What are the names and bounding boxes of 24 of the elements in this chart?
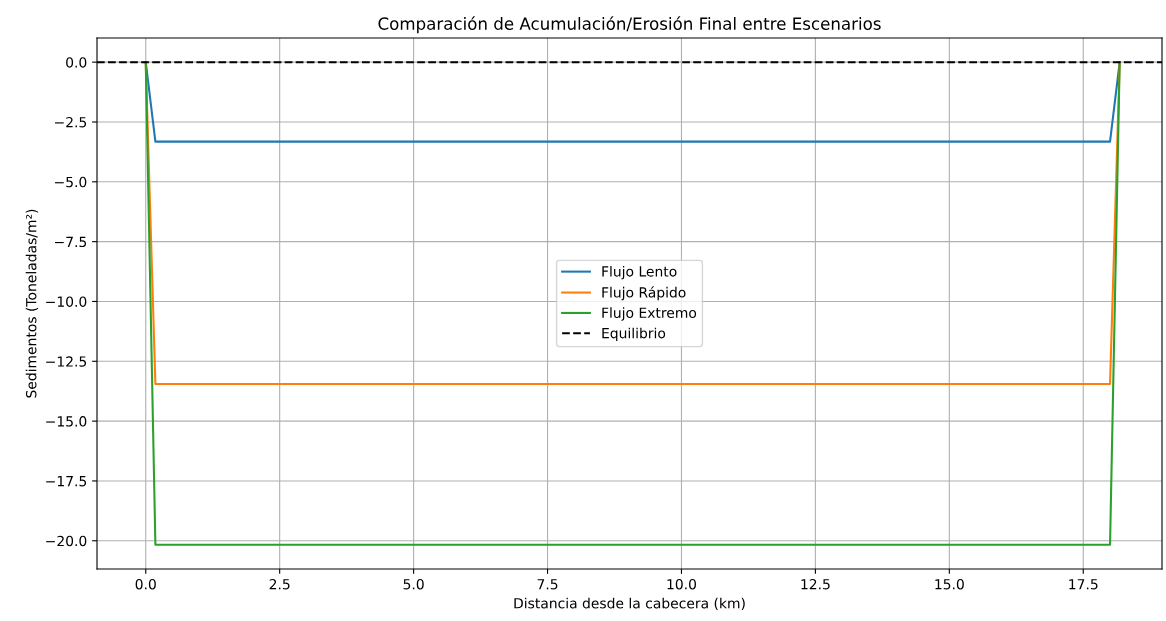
y-tick-label: −20.0 xyxy=(46,535,87,547)
y-tick-label: −7.5 xyxy=(55,236,87,248)
legend-label: Flujo Extremo xyxy=(602,307,697,321)
y-tick-label: −2.5 xyxy=(55,116,87,128)
legend-label: Equilibrio xyxy=(602,327,666,342)
x-axis-title: Distancia desde la cabecera (km) xyxy=(514,597,745,611)
chart-title: Comparación de Acumulación/Erosión Final entre Escenarios xyxy=(378,16,881,34)
x-tick-label: 12.5 xyxy=(801,578,830,590)
y-tick-label: −12.5 xyxy=(46,356,87,367)
x-tick-label: 15.0 xyxy=(935,578,964,590)
x-tick-label: 7.5 xyxy=(537,579,558,590)
y-tick-label: −5.0 xyxy=(55,176,87,188)
legend-label: Flujo Lento xyxy=(602,265,677,280)
x-tick-label: 10.0 xyxy=(667,578,696,590)
y-tick-label: −15.0 xyxy=(46,416,87,427)
legend-label: Flujo Rápido xyxy=(602,286,686,301)
x-tick-label: 2.5 xyxy=(269,578,290,590)
x-tick-label: 0.0 xyxy=(135,578,156,590)
x-tick-label: 5.0 xyxy=(403,578,424,590)
y-tick-label: −10.0 xyxy=(46,296,87,307)
y-tick-label: −17.5 xyxy=(46,476,87,487)
y-axis-title: Sedimentos (Toneladas/m²) xyxy=(25,209,39,398)
x-tick-label: 17.5 xyxy=(1069,579,1098,590)
y-tick-label: 0.0 xyxy=(66,57,87,68)
